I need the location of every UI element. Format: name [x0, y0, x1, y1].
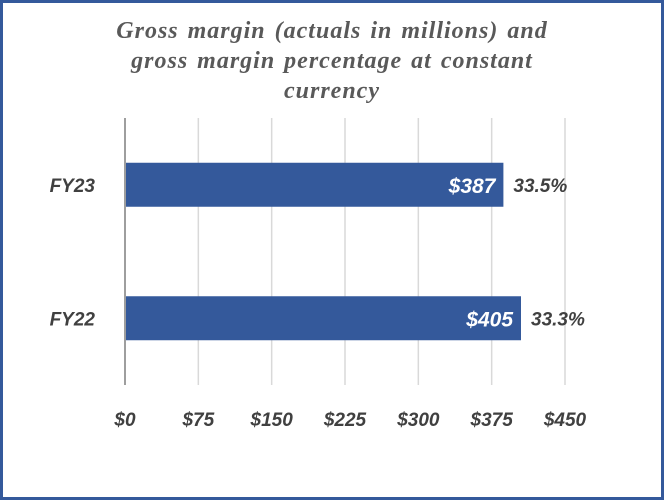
bar-fy23	[126, 162, 504, 207]
category-label-fy23: FY23	[50, 176, 96, 197]
x-tick-label-5: $375	[470, 410, 514, 431]
percent-label-fy23: 33.5%	[513, 176, 567, 197]
percent-label-fy22: 33.3%	[531, 309, 585, 330]
x-tick-label-6: $450	[543, 410, 587, 431]
bar-value-label-fy22: $405	[465, 308, 513, 331]
bar-fy22	[126, 296, 521, 341]
chart-title-line-2: gross margin percentage at constant	[131, 48, 533, 74]
x-tick-label-1: $75	[181, 410, 214, 431]
category-label-fy22: FY22	[50, 309, 96, 330]
bar-value-label-fy23: $387	[448, 175, 497, 198]
x-tick-label-3: $225	[323, 410, 367, 431]
chart-title: Gross margin (actuals in millions) and g…	[40, 16, 624, 106]
x-tick-label-0: $0	[113, 410, 136, 431]
chart-title-line-3: currency	[284, 78, 380, 104]
x-tick-label-4: $300	[396, 410, 440, 431]
x-tick-label-2: $150	[250, 410, 294, 431]
chart-title-line-1: Gross margin (actuals in millions) and	[116, 18, 548, 44]
